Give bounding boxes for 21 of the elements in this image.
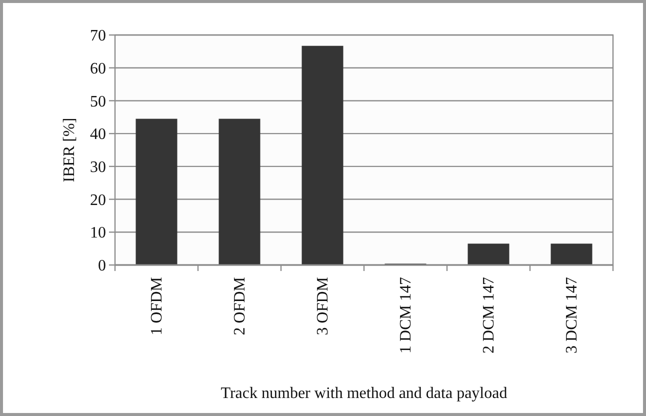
y-axis-title: IBER [%] [61,118,78,182]
bar [550,244,592,265]
y-tick-label: 0 [98,258,106,275]
x-tick-label: 2 OFDM [232,277,248,336]
x-tick-label: 2 DCM 147 [480,277,498,354]
x-tick-label: 3 DCM 147 [564,277,580,354]
y-tick-label: 20 [90,192,106,209]
bar [218,118,260,265]
bar [136,118,178,265]
y-tick-label: 70 [90,28,106,45]
y-tick-label: 50 [90,93,106,110]
bar [468,244,510,265]
y-tick-label: 10 [90,224,106,242]
x-tick-label: 3 OFDM [314,277,332,336]
x-tick-label: 1 DCM 147 [398,277,414,354]
x-tick-label: 1 OFDM [148,277,166,336]
bar [302,46,344,265]
x-axis-title: Track number with method and data payload [220,385,508,402]
y-tick-label: 30 [90,159,106,176]
y-tick-label: 60 [90,60,106,78]
y-tick-label: 40 [90,126,106,144]
